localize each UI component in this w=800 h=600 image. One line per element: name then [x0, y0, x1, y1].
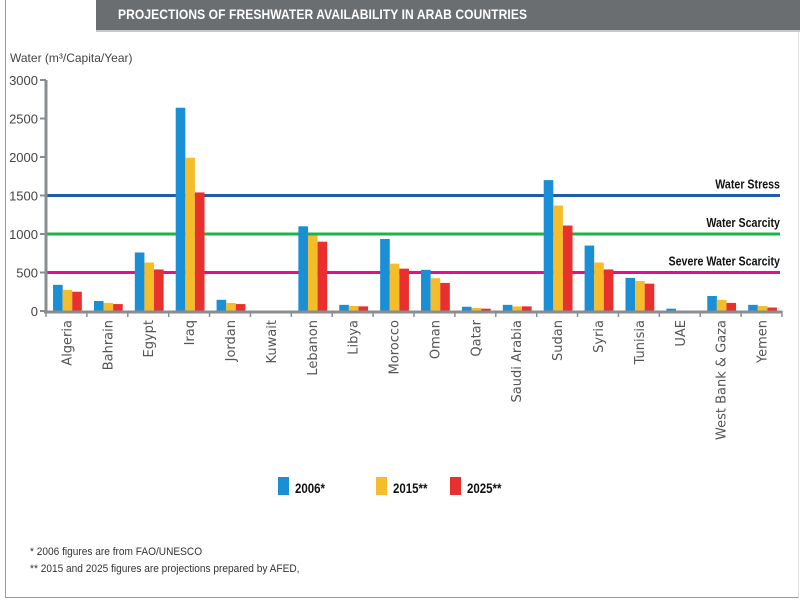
y-tick-label: 500: [16, 266, 38, 281]
x-tick-label: Qatar: [469, 319, 484, 356]
y-tick-label: 2000: [9, 150, 38, 165]
bar-jordan-2025: [235, 304, 246, 311]
chart-frame: [5, 0, 799, 598]
bar-sudan-2015: [553, 205, 563, 311]
x-tick-label: Yemen: [756, 320, 771, 364]
bar-egypt-2025: [154, 269, 164, 311]
bar-lebanon-2025: [317, 241, 328, 311]
bar-west-bank-gaza-2015: [716, 299, 727, 311]
bar-iraq-2025: [194, 192, 205, 311]
bar-jordan-2015: [226, 302, 236, 311]
bar-bahrain-2015: [103, 302, 114, 311]
bar-egypt-2015: [144, 262, 155, 311]
bar-syria-2015: [594, 262, 604, 311]
x-tick-label: Lebanon: [306, 320, 321, 376]
bar-lebanon-2015: [307, 235, 318, 311]
x-tick-label: Kuwait: [265, 320, 280, 363]
bar-sudan-2025: [562, 225, 573, 311]
legend-swatch-2015: [376, 477, 387, 495]
x-tick-label: Jordan: [224, 320, 239, 362]
legend-swatch-2025: [450, 477, 461, 495]
bar-tunisia-2025: [644, 283, 655, 311]
bar-libya-2015: [348, 305, 359, 311]
bar-qatar-2006: [461, 306, 472, 311]
y-tick-label: 1000: [9, 227, 38, 242]
bar-morocco-2015: [389, 263, 400, 311]
y-axis-label: Water (m³/Capita/Year): [10, 51, 132, 65]
bar-yemen-2006: [748, 304, 758, 311]
bar-saudi-arabia-2015: [512, 306, 523, 311]
header-bar: PROJECTIONS OF FRESHWATER AVAILABILITY I…: [96, 0, 800, 32]
bar-syria-2006: [584, 245, 595, 311]
y-tick-label: 0: [31, 304, 38, 319]
bar-algeria-2006: [53, 284, 63, 311]
bar-morocco-2025: [399, 268, 409, 311]
bar-libya-2025: [358, 306, 369, 311]
bar-qatar-2015: [471, 307, 482, 311]
x-tick-label: Iraq: [183, 320, 198, 345]
bar-yemen-2015: [757, 305, 768, 311]
bar-saudi-arabia-2006: [502, 304, 513, 311]
y-tick-label: 2500: [9, 112, 38, 127]
reference-label: Severe Water Scarcity: [669, 253, 781, 268]
bar-tunisia-2006: [625, 277, 636, 311]
reference-label: Water Stress: [715, 176, 780, 191]
x-tick-label: Algeria: [60, 320, 75, 366]
bar-iraq-2006: [175, 107, 186, 311]
bar-egypt-2006: [134, 252, 145, 311]
footnote-2: ** 2015 and 2025 figures are projections…: [30, 563, 300, 575]
bar-syria-2025: [603, 269, 614, 311]
bar-libya-2006: [339, 304, 349, 311]
bar-west-bank-gaza-2006: [707, 295, 717, 311]
x-tick-label: Sudan: [551, 320, 566, 361]
x-tick-label: Syria: [592, 320, 607, 353]
bar-saudi-arabia-2025: [522, 306, 532, 311]
bar-uae-2006: [666, 308, 676, 311]
bar-oman-2015: [430, 278, 441, 311]
bar-qatar-2025: [481, 308, 491, 311]
x-tick-label: Libya: [347, 320, 362, 355]
chart-title: PROJECTIONS OF FRESHWATER AVAILABILITY I…: [118, 6, 528, 22]
bar-oman-2006: [421, 269, 431, 311]
bar-tunisia-2015: [635, 280, 645, 311]
legend-label: 2025**: [467, 480, 501, 496]
x-tick-label: West Bank & Gaza: [715, 320, 730, 440]
bar-morocco-2006: [380, 239, 390, 311]
bar-lebanon-2006: [298, 226, 308, 311]
x-tick-label: Egypt: [142, 320, 157, 358]
bar-algeria-2015: [62, 289, 73, 311]
bar-west-bank-gaza-2025: [726, 302, 737, 311]
x-tick-label: Morocco: [388, 320, 403, 374]
footnote-1: * 2006 figures are from FAO/UNESCO: [30, 546, 203, 558]
y-tick-label: 3000: [9, 73, 38, 88]
x-tick-label: Bahrain: [101, 320, 116, 370]
legend-label: 2006*: [295, 480, 325, 496]
bar-jordan-2006: [216, 299, 227, 311]
x-tick-label: UAE: [674, 320, 689, 347]
bar-yemen-2025: [767, 307, 777, 311]
bar-bahrain-2006: [93, 300, 104, 311]
bar-bahrain-2025: [113, 304, 123, 311]
bar-algeria-2025: [72, 291, 82, 311]
x-tick-label: Oman: [428, 320, 443, 359]
x-tick-label: Tunisia: [633, 320, 648, 365]
bar-sudan-2006: [543, 180, 554, 311]
reference-label: Water Scarcity: [706, 215, 780, 230]
legend-label: 2015**: [393, 480, 427, 496]
bar-iraq-2015: [185, 157, 195, 311]
bar-oman-2025: [440, 282, 450, 311]
x-tick-label: Saudi Arabia: [510, 320, 525, 403]
legend-swatch-2006: [278, 477, 289, 495]
y-tick-label: 1500: [9, 189, 38, 204]
